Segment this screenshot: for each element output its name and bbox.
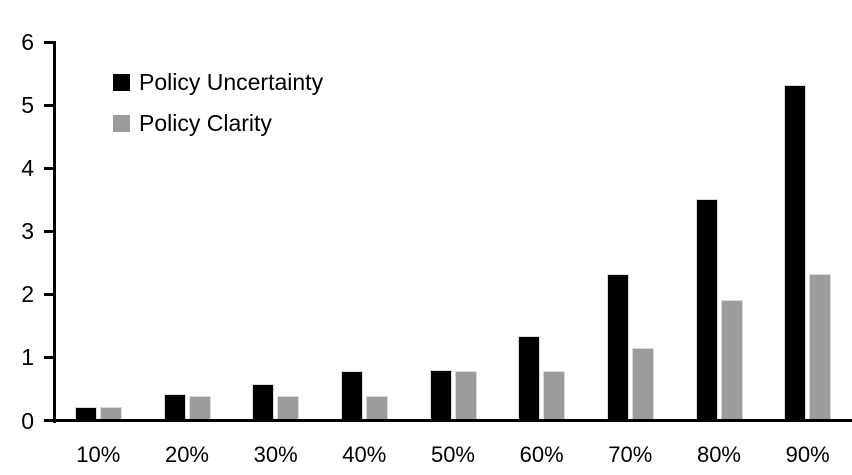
y-axis-label: 2 bbox=[21, 281, 34, 308]
x-axis-label: 60% bbox=[519, 442, 564, 467]
x-axis-label: 30% bbox=[253, 442, 298, 467]
legend-item-policy-clarity: Policy Clarity bbox=[113, 111, 323, 135]
x-axis-label: 50% bbox=[430, 442, 475, 467]
y-axis-label: 6 bbox=[21, 29, 34, 55]
y-axis-tick bbox=[44, 166, 55, 170]
bar-policy-clarity bbox=[809, 274, 832, 422]
bar-policy-uncertainty bbox=[74, 406, 97, 422]
legend-swatch-policy-clarity bbox=[113, 114, 130, 132]
bar-policy-clarity bbox=[454, 370, 477, 422]
y-axis-label: 4 bbox=[21, 155, 34, 182]
y-axis-tick bbox=[44, 419, 55, 422]
bar-policy-uncertainty bbox=[429, 370, 452, 422]
x-axis-label: 40% bbox=[342, 442, 387, 467]
bar-policy-uncertainty bbox=[784, 85, 807, 422]
bar-policy-clarity bbox=[188, 395, 211, 422]
bar-policy-clarity bbox=[365, 395, 388, 422]
legend-swatch-policy-uncertainty bbox=[113, 73, 130, 91]
legend-item-policy-uncertainty: Policy Uncertainty bbox=[113, 70, 323, 94]
x-axis-label: 20% bbox=[164, 442, 209, 467]
bar-policy-uncertainty bbox=[518, 335, 541, 422]
legend-label: Policy Uncertainty bbox=[139, 69, 324, 95]
bar-policy-clarity bbox=[720, 299, 743, 422]
bar-policy-uncertainty bbox=[163, 394, 186, 422]
bar-policy-uncertainty bbox=[695, 198, 718, 422]
bar-policy-clarity bbox=[99, 406, 122, 422]
bar-policy-clarity bbox=[277, 395, 300, 422]
bar-policy-uncertainty bbox=[606, 274, 629, 422]
x-axis-label: 70% bbox=[608, 442, 653, 467]
x-axis-label: 10% bbox=[76, 442, 121, 467]
chart-legend: Policy Uncertainty Policy Clarity bbox=[113, 70, 323, 152]
y-axis-tick bbox=[44, 355, 55, 359]
legend-label: Policy Clarity bbox=[139, 110, 272, 136]
bar-policy-clarity bbox=[543, 370, 566, 422]
bar-policy-uncertainty bbox=[340, 370, 363, 422]
x-axis-line bbox=[53, 419, 852, 422]
x-axis-label: 80% bbox=[696, 442, 741, 467]
y-axis-tick bbox=[44, 40, 55, 44]
y-axis-tick bbox=[44, 229, 55, 233]
y-axis-tick bbox=[44, 292, 55, 296]
y-axis-label: 5 bbox=[21, 92, 34, 119]
bar-policy-clarity bbox=[631, 348, 654, 422]
y-axis-label: 3 bbox=[21, 218, 34, 245]
y-axis-label: 0 bbox=[21, 407, 34, 434]
y-axis-tick bbox=[44, 103, 55, 107]
bar-policy-uncertainty bbox=[252, 383, 275, 422]
y-axis-label: 1 bbox=[21, 344, 34, 371]
x-axis-label: 90% bbox=[785, 442, 830, 467]
